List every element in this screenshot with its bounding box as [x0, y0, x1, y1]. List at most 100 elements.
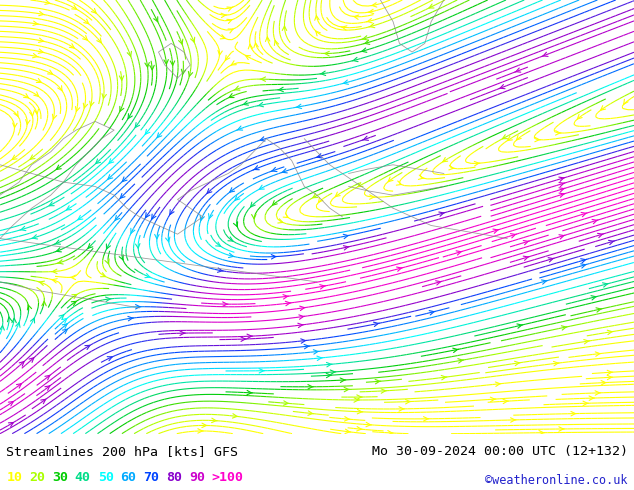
FancyArrowPatch shape: [145, 129, 150, 134]
FancyArrowPatch shape: [283, 294, 288, 299]
FancyArrowPatch shape: [228, 237, 233, 241]
FancyArrowPatch shape: [370, 195, 375, 199]
FancyArrowPatch shape: [296, 104, 302, 109]
FancyArrowPatch shape: [308, 385, 313, 389]
FancyArrowPatch shape: [12, 318, 16, 323]
FancyArrowPatch shape: [559, 188, 565, 192]
FancyArrowPatch shape: [499, 85, 505, 89]
FancyArrowPatch shape: [607, 370, 612, 375]
FancyArrowPatch shape: [150, 65, 154, 70]
FancyArrowPatch shape: [381, 389, 387, 393]
FancyArrowPatch shape: [59, 315, 64, 319]
FancyArrowPatch shape: [70, 275, 75, 280]
FancyArrowPatch shape: [362, 36, 368, 40]
FancyArrowPatch shape: [515, 361, 521, 366]
FancyArrowPatch shape: [108, 174, 113, 179]
FancyArrowPatch shape: [515, 68, 521, 72]
FancyArrowPatch shape: [42, 301, 46, 306]
FancyArrowPatch shape: [596, 308, 602, 312]
FancyArrowPatch shape: [119, 76, 124, 80]
FancyArrowPatch shape: [313, 194, 318, 198]
FancyArrowPatch shape: [456, 251, 462, 255]
FancyArrowPatch shape: [624, 99, 628, 104]
FancyArrowPatch shape: [363, 136, 368, 140]
FancyArrowPatch shape: [247, 391, 252, 395]
FancyArrowPatch shape: [345, 429, 351, 434]
FancyArrowPatch shape: [128, 317, 134, 321]
FancyArrowPatch shape: [115, 216, 120, 220]
FancyArrowPatch shape: [584, 340, 590, 344]
FancyArrowPatch shape: [581, 213, 587, 217]
FancyArrowPatch shape: [300, 306, 306, 311]
FancyArrowPatch shape: [581, 259, 586, 263]
Text: 40: 40: [75, 471, 91, 484]
Text: >100: >100: [212, 471, 243, 484]
FancyArrowPatch shape: [227, 19, 232, 24]
FancyArrowPatch shape: [23, 94, 29, 98]
FancyArrowPatch shape: [14, 111, 18, 116]
FancyArrowPatch shape: [589, 396, 595, 400]
FancyArrowPatch shape: [227, 7, 233, 11]
Text: 80: 80: [166, 471, 182, 484]
FancyArrowPatch shape: [281, 169, 287, 173]
FancyArrowPatch shape: [220, 35, 225, 39]
FancyArrowPatch shape: [218, 50, 223, 55]
FancyArrowPatch shape: [55, 248, 61, 252]
FancyArrowPatch shape: [330, 370, 336, 374]
FancyArrowPatch shape: [13, 123, 17, 127]
FancyArrowPatch shape: [517, 135, 521, 140]
FancyArrowPatch shape: [357, 395, 362, 399]
FancyArrowPatch shape: [67, 206, 72, 210]
FancyArrowPatch shape: [252, 214, 256, 219]
Text: 10: 10: [6, 471, 22, 484]
FancyArrowPatch shape: [308, 411, 314, 416]
FancyArrowPatch shape: [209, 214, 213, 219]
FancyArrowPatch shape: [170, 210, 174, 215]
FancyArrowPatch shape: [181, 69, 186, 74]
FancyArrowPatch shape: [245, 55, 250, 60]
FancyArrowPatch shape: [344, 387, 349, 392]
FancyArrowPatch shape: [145, 63, 149, 67]
FancyArrowPatch shape: [535, 137, 540, 142]
FancyArrowPatch shape: [335, 192, 340, 196]
FancyArrowPatch shape: [271, 255, 277, 259]
FancyArrowPatch shape: [45, 375, 50, 380]
FancyArrowPatch shape: [164, 60, 169, 64]
FancyArrowPatch shape: [71, 301, 76, 306]
FancyArrowPatch shape: [153, 17, 158, 22]
FancyArrowPatch shape: [69, 44, 74, 48]
FancyArrowPatch shape: [388, 177, 393, 182]
FancyArrowPatch shape: [250, 202, 256, 207]
FancyArrowPatch shape: [443, 157, 448, 162]
FancyArrowPatch shape: [253, 166, 259, 170]
FancyArrowPatch shape: [20, 226, 26, 231]
FancyArrowPatch shape: [120, 106, 124, 111]
FancyArrowPatch shape: [105, 259, 109, 264]
FancyArrowPatch shape: [581, 264, 586, 268]
FancyArrowPatch shape: [242, 101, 249, 105]
FancyArrowPatch shape: [371, 3, 377, 7]
FancyArrowPatch shape: [233, 414, 238, 418]
FancyArrowPatch shape: [458, 359, 463, 363]
FancyArrowPatch shape: [30, 318, 34, 323]
FancyArrowPatch shape: [72, 5, 77, 9]
FancyArrowPatch shape: [429, 4, 434, 8]
FancyArrowPatch shape: [523, 256, 529, 260]
FancyArrowPatch shape: [373, 322, 379, 326]
FancyArrowPatch shape: [29, 358, 34, 363]
FancyArrowPatch shape: [559, 193, 565, 197]
FancyArrowPatch shape: [357, 427, 362, 431]
FancyArrowPatch shape: [503, 135, 507, 139]
FancyArrowPatch shape: [298, 323, 304, 328]
FancyArrowPatch shape: [30, 111, 34, 116]
FancyArrowPatch shape: [324, 51, 329, 56]
FancyArrowPatch shape: [217, 268, 223, 272]
FancyArrowPatch shape: [145, 273, 151, 278]
FancyArrowPatch shape: [89, 101, 94, 106]
FancyArrowPatch shape: [229, 94, 234, 98]
FancyArrowPatch shape: [62, 318, 67, 323]
FancyArrowPatch shape: [600, 106, 605, 110]
FancyArrowPatch shape: [55, 240, 60, 244]
FancyArrowPatch shape: [225, 55, 230, 60]
FancyArrowPatch shape: [78, 216, 83, 220]
